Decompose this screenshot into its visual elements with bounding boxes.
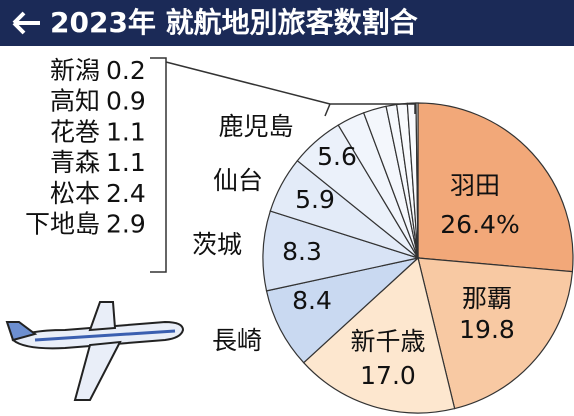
category-label: 青森 [50,148,100,177]
value-label: 2.9 [106,210,146,239]
category-label: 花巻 [50,117,100,146]
value-label: 8.4 [292,286,332,315]
pie-slice [417,102,574,273]
pie-slice [415,102,419,259]
slices [262,102,574,414]
pie-slice [302,256,456,414]
plane-arrow-icon [12,11,40,35]
title-bar [0,0,574,46]
category-label: 下地島 [25,210,100,239]
value-label: 1.1 [106,148,146,177]
airplane-icon [5,301,185,401]
value-label: 2.4 [106,179,146,208]
value-label: 5.6 [317,142,357,171]
category-label: 長崎 [212,326,262,355]
value-label: 19.8 [459,315,515,344]
value-label: 0.2 [106,56,146,85]
category-label: 高知 [50,87,100,116]
category-label: 新千歳 [350,327,425,356]
pie-slice [417,257,574,410]
small-slice-bracket [150,57,416,273]
category-label: 羽田 [450,171,500,200]
value-label: 17.0 [360,361,416,390]
value-label: 0.9 [106,87,146,116]
category-label: 鹿児島 [218,112,293,141]
category-label: 松本 [50,179,100,208]
value-label: 26.4% [440,210,519,239]
category-label: 茨城 [192,230,242,259]
category-label: 新潟 [50,56,100,85]
chart-title: 2023年 就航地別旅客数割合 [50,6,419,39]
value-label: 5.9 [295,185,335,214]
value-label: 8.3 [282,237,322,266]
value-label: 1.1 [106,117,146,146]
category-label: 那覇 [462,284,512,313]
category-label: 仙台 [213,166,263,195]
